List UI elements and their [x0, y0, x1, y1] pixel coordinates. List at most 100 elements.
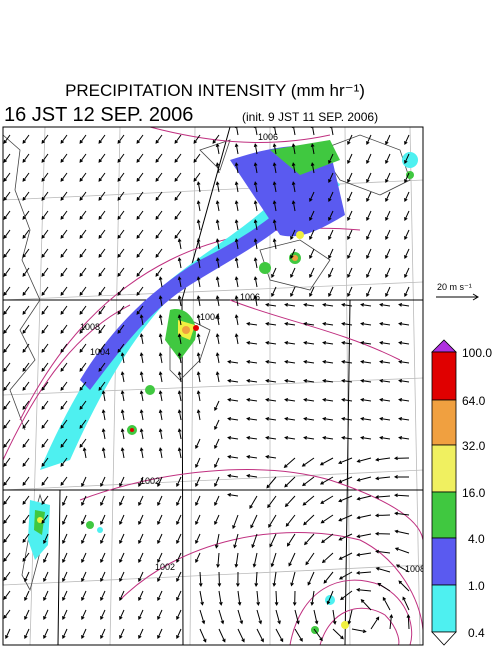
- wind-arrow: [215, 181, 220, 193]
- wind-arrow: [157, 590, 163, 602]
- wind-arrow: [157, 552, 163, 564]
- wind-arrow: [139, 409, 144, 421]
- wind-arrow: [338, 552, 353, 560]
- wind-arrow: [174, 153, 182, 163]
- wind-arrow: [385, 229, 391, 241]
- wind-arrow: [157, 533, 163, 545]
- wind-arrow: [158, 333, 163, 345]
- wind-arrow: [404, 153, 410, 165]
- wind-arrow: [174, 229, 182, 239]
- wind-arrow: [389, 614, 394, 630]
- wind-arrow: [338, 514, 353, 522]
- wind-arrow: [374, 531, 391, 536]
- lat-lon-grid: [3, 127, 423, 645]
- wind-arrow: [366, 229, 372, 241]
- wind-arrow: [360, 436, 372, 440]
- wind-arrow: [284, 341, 296, 345]
- wind-arrow: [253, 295, 258, 307]
- wind-arrow: [227, 436, 239, 440]
- wind-arrow: [385, 210, 391, 222]
- wind-arrow: [309, 286, 315, 298]
- wind-arrow: [60, 248, 68, 258]
- wind-arrow: [319, 457, 334, 466]
- wind-arrow: [366, 191, 372, 203]
- wind-arrow: [79, 381, 87, 391]
- wind-arrow: [253, 200, 258, 212]
- wind-arrow: [321, 552, 334, 564]
- wind-arrow: [60, 419, 68, 429]
- wind-arrow: [119, 476, 125, 488]
- wind-arrow: [196, 238, 201, 250]
- wind-arrow: [328, 153, 334, 165]
- wind-arrow: [322, 436, 334, 440]
- wind-arrow: [398, 436, 410, 440]
- wind-arrow: [356, 495, 372, 501]
- wind-arrow: [291, 200, 296, 212]
- wind-arrow: [284, 322, 296, 326]
- wind-arrow: [41, 438, 49, 448]
- wind-arrow: [290, 248, 296, 260]
- wind-arrow: [177, 390, 182, 402]
- wind-arrow: [284, 495, 296, 508]
- wind-arrow: [341, 360, 353, 364]
- wind-arrow: [341, 303, 353, 307]
- wind-arrow: [252, 552, 258, 568]
- wind-arrow: [322, 417, 334, 421]
- wind-arrow: [60, 457, 68, 467]
- wind-arrow: [196, 314, 201, 326]
- wind-arrow: [100, 552, 106, 564]
- wind-arrow: [139, 352, 144, 364]
- wind-arrow: [328, 229, 334, 241]
- wind-arrow: [284, 303, 296, 307]
- wind-arrow: [347, 229, 353, 241]
- wind-arrow: [139, 447, 144, 459]
- wind-arrow: [328, 248, 334, 260]
- wind-arrow: [217, 571, 222, 588]
- wind-arrow: [177, 371, 182, 383]
- wind-arrow: [158, 295, 163, 307]
- wind-arrow: [294, 609, 300, 625]
- isobar-label: 1004: [200, 312, 220, 322]
- wind-arrow: [332, 609, 337, 625]
- wind-arrow: [214, 533, 220, 549]
- wind-arrow: [174, 134, 182, 144]
- wind-arrow: [199, 590, 204, 606]
- wind-arrow: [155, 191, 163, 201]
- wind-arrow: [3, 514, 11, 524]
- wind-arrow: [98, 286, 106, 296]
- wind-arrow: [138, 533, 144, 545]
- wind-arrow: [234, 295, 239, 307]
- wind-arrow: [379, 360, 391, 364]
- wind-arrow: [395, 564, 410, 573]
- wind-arrow: [41, 248, 49, 258]
- wind-arrow: [138, 571, 144, 583]
- wind-arrow: [379, 322, 391, 326]
- wind-arrow: [22, 343, 30, 353]
- wind-arrow: [60, 191, 68, 201]
- wind-arrow: [22, 324, 30, 334]
- wind-arrow: [62, 590, 68, 602]
- wind-arrow: [98, 172, 106, 182]
- wind-arrow: [404, 229, 410, 241]
- wind-arrow: [394, 529, 410, 535]
- wind-arrow: [234, 238, 239, 250]
- wind-arrow: [120, 428, 125, 440]
- wind-arrow: [271, 286, 277, 298]
- wind-arrow: [79, 267, 87, 277]
- wind-arrow: [256, 590, 261, 606]
- wind-arrow: [100, 609, 106, 621]
- wind-arrow: [404, 267, 410, 279]
- wind-arrow: [138, 476, 144, 488]
- wind-arrow: [138, 552, 144, 564]
- wind-arrow: [214, 438, 220, 450]
- wind-arrow: [3, 324, 11, 334]
- colorbar: [431, 339, 457, 646]
- wind-arrow: [3, 229, 11, 239]
- wind-arrow: [356, 457, 372, 463]
- wind-arrow: [22, 305, 30, 315]
- wind-arrow: [237, 628, 245, 643]
- wind-arrow: [234, 219, 239, 231]
- wind-arrow: [215, 219, 220, 231]
- wind-arrow: [98, 343, 106, 353]
- wind-arrow: [139, 333, 144, 345]
